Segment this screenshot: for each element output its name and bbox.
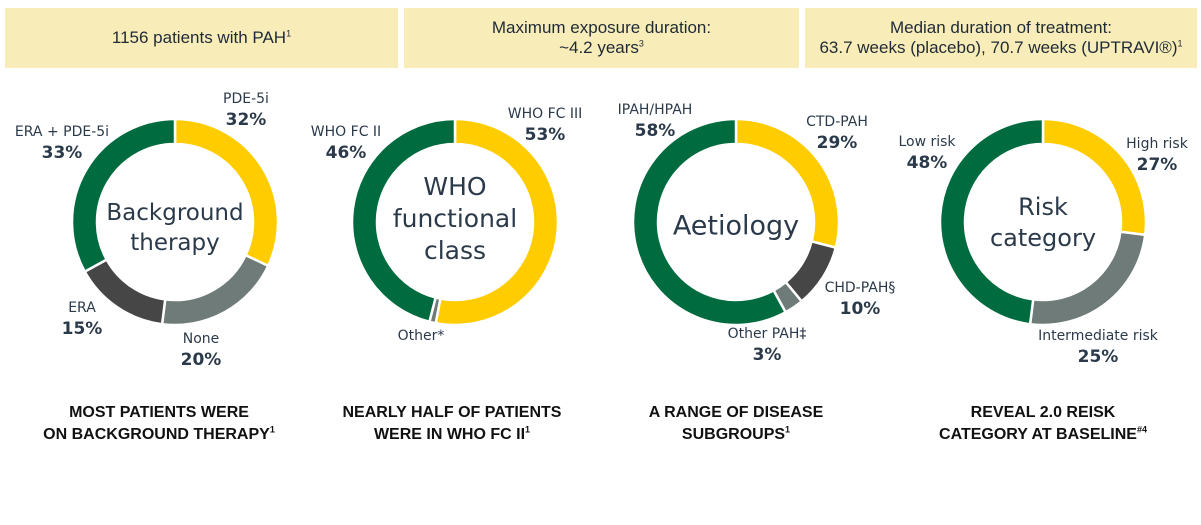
caption-line: CATEGORY AT BASELINE#4 [939, 424, 1147, 443]
slice-value-label: 48% [907, 153, 948, 173]
caption-aetiology: A RANGE OF DISEASE SUBGROUPS1 [606, 402, 866, 446]
slice-label: ERA + PDE-5i [15, 124, 109, 140]
slice-label: Other PAH‡ [728, 326, 807, 342]
center-label: category [990, 224, 1096, 252]
donut-slice-none [160, 253, 270, 327]
slice-value-label: 3% [753, 345, 782, 365]
slice-value-label: 15% [62, 319, 103, 339]
banner-treatment-duration: Median duration of treatment: 63.7 weeks… [805, 8, 1197, 68]
slice-value-label: 27% [1137, 155, 1178, 175]
slice-value-label: 10% [840, 299, 881, 319]
center-label: therapy [130, 230, 220, 256]
slice-label: IPAH/HPAH [618, 102, 693, 118]
slice-label: CHD-PAH§ [825, 280, 896, 296]
center-label: class [424, 236, 486, 265]
donut-slice-who-fc-iii [434, 117, 560, 327]
center-label: WHO [423, 172, 486, 201]
banner-exposure-line1: Maximum exposure duration: [491, 18, 712, 37]
banner-treatment-line2: 63.7 weeks (placebo), 70.7 weeks (UPTRAV… [819, 38, 1183, 57]
slice-value-label: 46% [326, 143, 367, 163]
slice-value-label: 53% [525, 125, 566, 145]
center-label: Background [106, 200, 243, 226]
slice-label: ERA [68, 300, 96, 316]
slice-label: WHO FC III [508, 106, 583, 122]
center-label: Risk [1018, 193, 1068, 221]
banner-exposure-line2: ~4.2 years3 [559, 38, 644, 57]
banner-exposure: Maximum exposure duration: ~4.2 years3 [404, 8, 799, 68]
slice-label: WHO FC II [311, 124, 381, 140]
center-label: Aetiology [673, 210, 799, 241]
caption-line: WERE IN WHO FC II1 [373, 424, 531, 443]
slice-label: CTD-PAH [806, 114, 868, 130]
caption-line: A RANGE OF DISEASE [648, 404, 824, 421]
donut-slice-era-pde-5i [70, 117, 177, 274]
donut-slice-who-fc-ii [350, 117, 457, 324]
caption-line: SUBGROUPS1 [681, 424, 791, 443]
caption-line: MOST PATIENTS WERE [69, 404, 249, 421]
caption-who-class: NEARLY HALF OF PATIENTS WERE IN WHO FC I… [322, 402, 582, 446]
slice-value-label: 58% [635, 121, 676, 141]
slice-value-label: 25% [1078, 347, 1119, 367]
slice-label: Intermediate risk [1038, 328, 1159, 344]
caption-background-therapy: MOST PATIENTS WERE ON BACKGROUND THERAPY… [29, 402, 289, 446]
caption-line: ON BACKGROUND THERAPY1 [43, 424, 275, 443]
center-label: functional [393, 204, 517, 233]
slice-value-label: 29% [817, 133, 858, 153]
caption-risk-category: REVEAL 2.0 REISK CATEGORY AT BASELINE#4 [913, 402, 1173, 446]
slice-value-label: 20% [181, 350, 222, 370]
donut-slice-low-risk [938, 117, 1045, 326]
donut-slice-ipah-hpah [631, 117, 788, 327]
slice-label: High risk [1126, 136, 1189, 152]
banner-patients-text: 1156 patients with PAH1 [111, 28, 292, 47]
slice-value-label: 33% [42, 143, 83, 163]
slice-label: PDE-5i [223, 91, 269, 107]
caption-line: REVEAL 2.0 REISK [970, 404, 1116, 421]
slice-label: Low risk [898, 134, 956, 150]
slice-label: Other* [398, 328, 445, 344]
banner-treatment-line1: Median duration of treatment: [889, 18, 1113, 37]
slice-label: None [183, 331, 220, 347]
slice-value-label: 32% [226, 110, 267, 130]
donut-slice-era [83, 257, 167, 326]
banner-patients: 1156 patients with PAH1 [5, 8, 398, 68]
caption-line: NEARLY HALF OF PATIENTS [342, 404, 562, 421]
